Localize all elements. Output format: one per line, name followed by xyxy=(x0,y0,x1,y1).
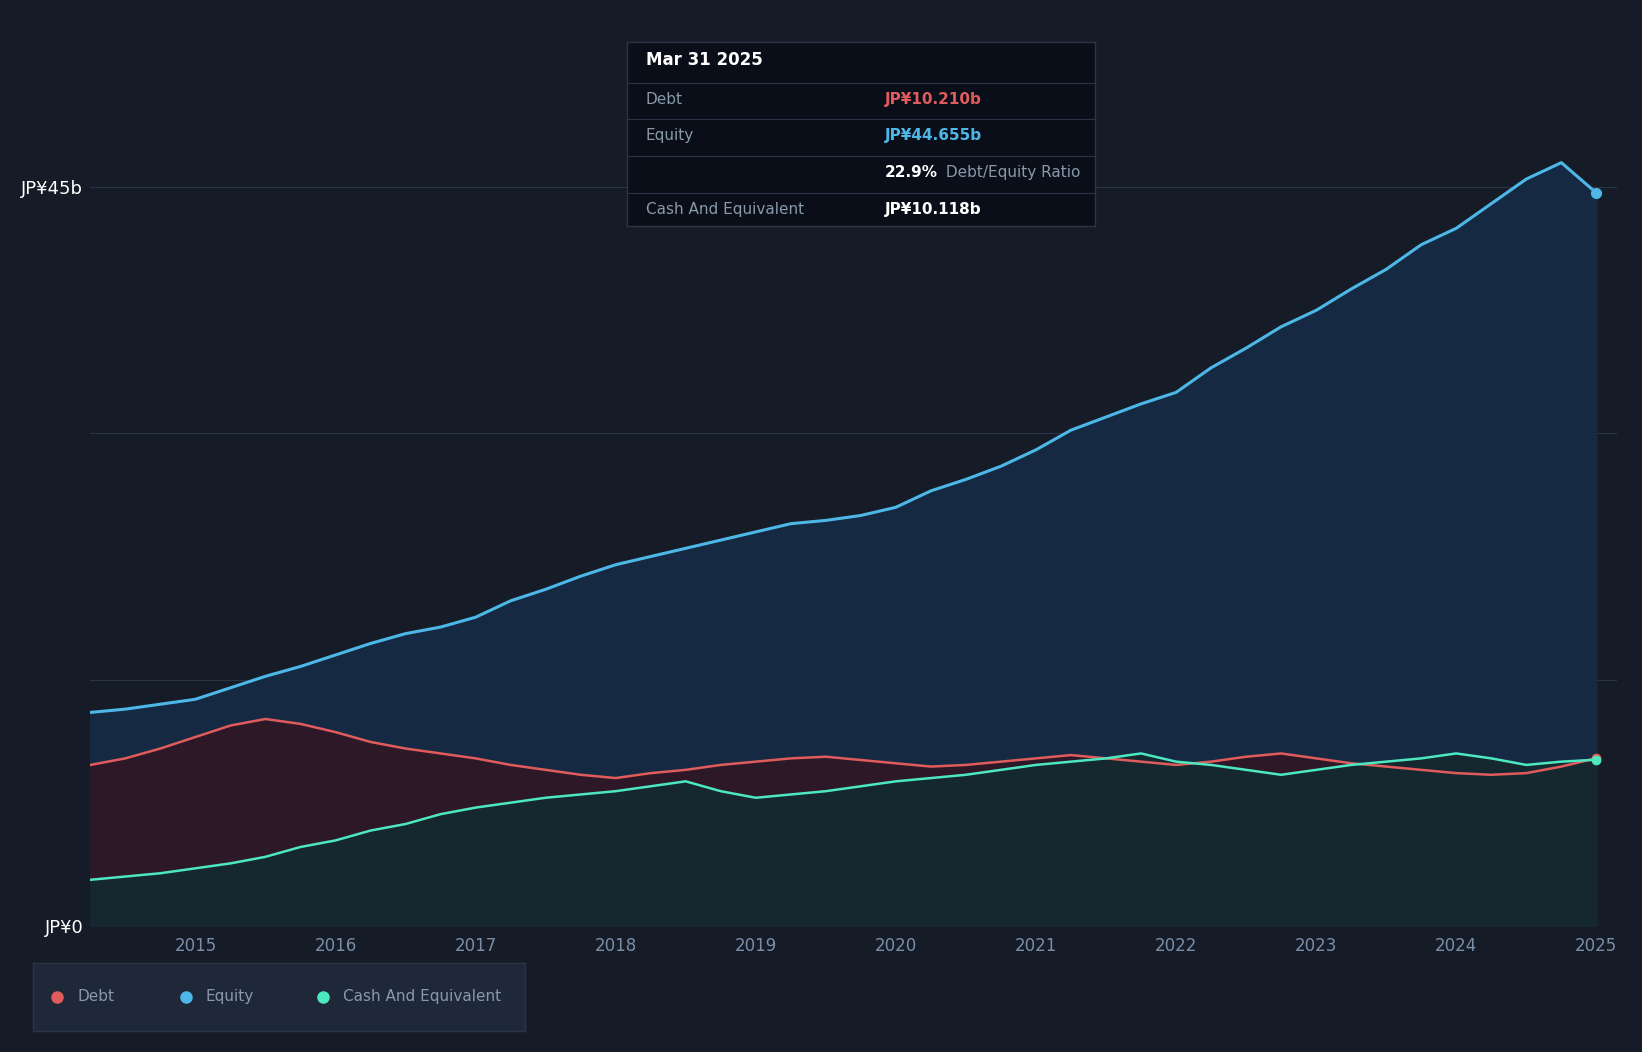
Text: JP¥44.655b: JP¥44.655b xyxy=(885,128,982,143)
Text: Cash And Equivalent: Cash And Equivalent xyxy=(343,989,501,1005)
Text: Debt: Debt xyxy=(645,92,683,106)
Text: Mar 31 2025: Mar 31 2025 xyxy=(645,52,764,69)
Text: Debt: Debt xyxy=(77,989,115,1005)
Text: Debt/Equity Ratio: Debt/Equity Ratio xyxy=(941,165,1080,180)
Text: JP¥10.118b: JP¥10.118b xyxy=(885,202,982,217)
Text: Equity: Equity xyxy=(205,989,253,1005)
Text: JP¥10.210b: JP¥10.210b xyxy=(885,92,982,106)
Text: 22.9%: 22.9% xyxy=(885,165,938,180)
Text: Cash And Equivalent: Cash And Equivalent xyxy=(645,202,805,217)
Text: Equity: Equity xyxy=(645,128,695,143)
